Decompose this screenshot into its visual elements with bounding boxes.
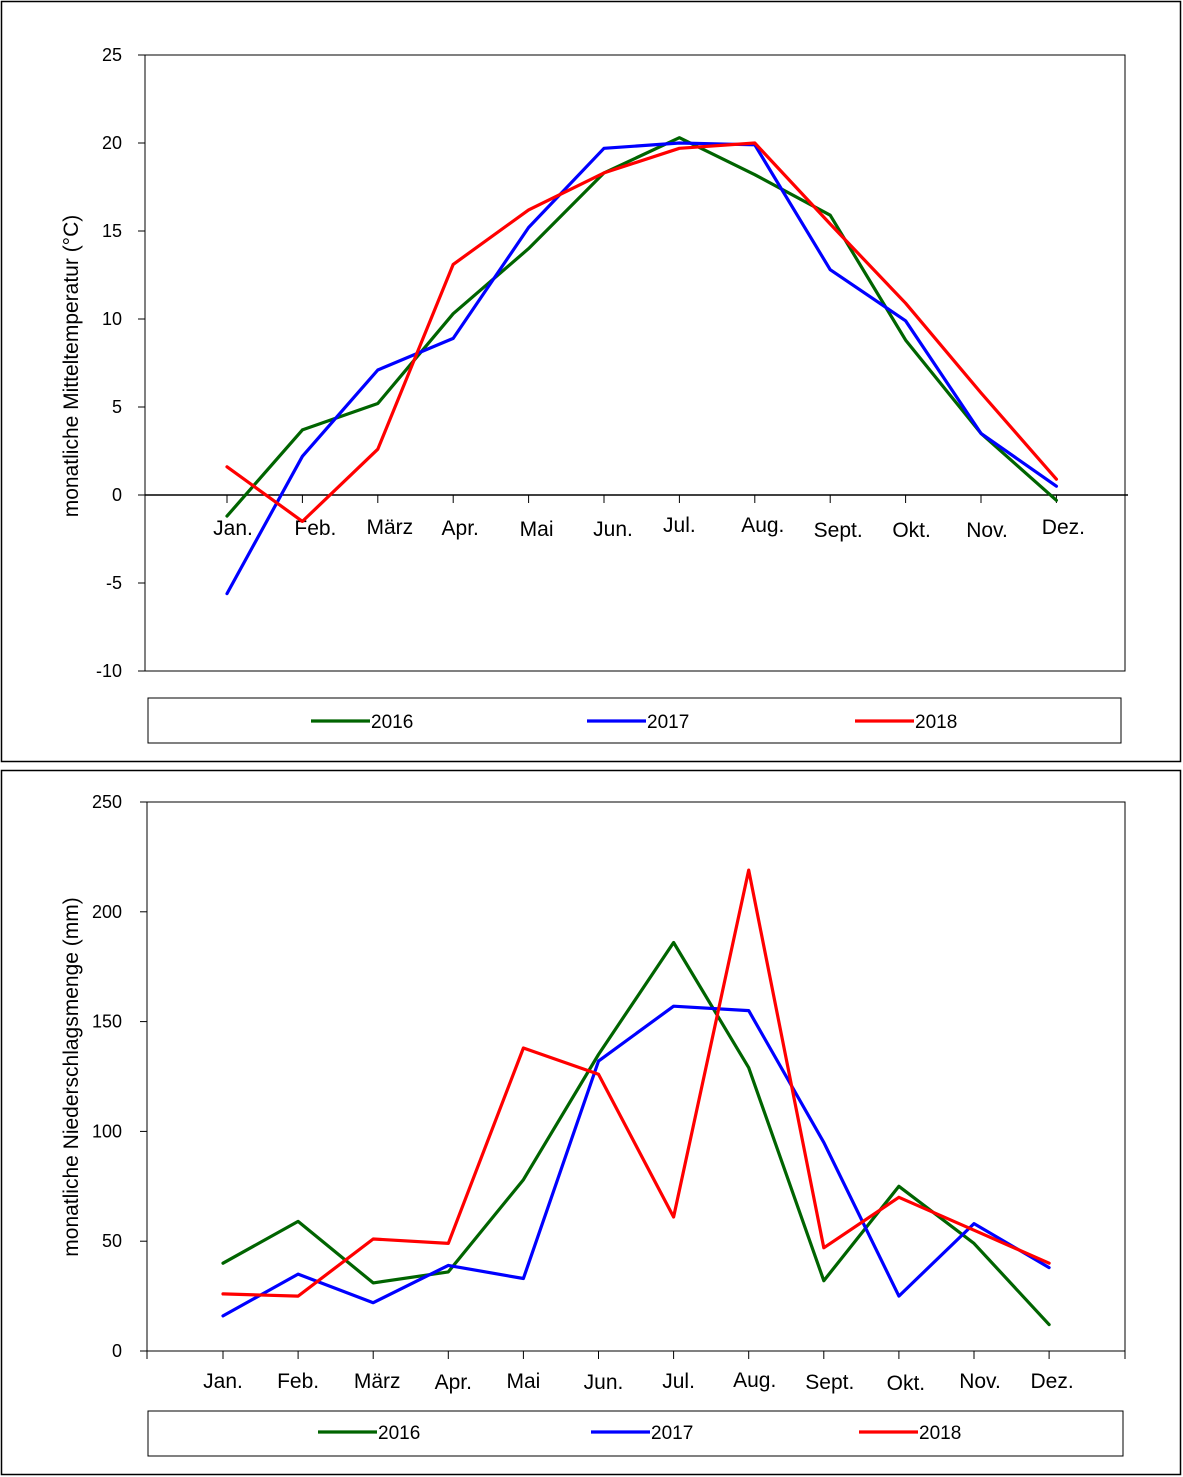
legend-label-2018: 2018: [919, 1423, 961, 1444]
chart-panel-precipitation: [0, 769, 1182, 1476]
legend-box: [147, 1410, 1124, 1457]
x-tick-label: Feb.: [277, 1370, 319, 1393]
y-axis-label: monatliche Niederschlagsmenge (mm): [60, 897, 83, 1256]
y-tick-label: 150: [92, 1012, 122, 1032]
x-tick-label: Jun.: [593, 518, 633, 541]
y-tick-label: 0: [112, 485, 122, 505]
y-tick-label: 100: [92, 1121, 122, 1141]
x-tick-label: Apr.: [442, 517, 479, 540]
legend-label-2016: 2016: [371, 712, 413, 733]
series-line-2018: [221, 868, 1051, 1298]
x-tick-label: Apr.: [435, 1371, 472, 1394]
legend-label-2018: 2018: [915, 712, 957, 733]
y-tick-label: 10: [102, 309, 122, 329]
y-tick-label: 200: [92, 902, 122, 922]
series-line-2016: [225, 136, 1059, 518]
series-line-2017: [225, 141, 1059, 596]
legend-label-2016: 2016: [378, 1423, 420, 1444]
plot-area: [146, 801, 1126, 1352]
x-tick-label: Mai: [520, 518, 554, 541]
legend-label-2017: 2017: [647, 712, 689, 733]
x-tick-label: Aug.: [741, 514, 784, 537]
temperature-chart: 25 20 15 10 5 0 -5 -10 Jan. Feb. März Apr. Mai Jun. J…: [60, 45, 1128, 744]
x-tick-label: Jun.: [584, 1371, 624, 1394]
x-tick-label: Jul.: [663, 514, 696, 537]
y-tick-label: -10: [96, 661, 122, 681]
y-tick-label: 0: [112, 1341, 122, 1361]
legend-box: [147, 697, 1122, 744]
x-tick-label: Jan.: [213, 517, 253, 540]
y-axis-label: monatliche Mitteltemperatur (°C): [60, 215, 83, 518]
x-tick-label: Feb.: [294, 517, 336, 540]
y-tick-label: 250: [92, 792, 122, 812]
x-tick-label: Jan.: [203, 1370, 243, 1393]
series-line-2016: [221, 940, 1051, 1327]
y-tick-label: -5: [106, 573, 122, 593]
precipitation-chart: 250 200 150 100 50 0 Jan. Feb. März Apr. Mai Jun. J…: [60, 792, 1126, 1457]
y-tick-label: 25: [102, 45, 122, 65]
x-tick-label: Okt.: [887, 1372, 926, 1395]
x-tick-label: Okt.: [892, 519, 931, 542]
y-tick-label: 5: [112, 397, 122, 417]
y-tick-label: 50: [102, 1231, 122, 1251]
y-tick-label: 20: [102, 133, 122, 153]
x-tick-label: Sept.: [814, 519, 863, 542]
series-line-2017: [221, 1004, 1051, 1318]
plot-area: [144, 54, 1126, 672]
legend-label-2017: 2017: [651, 1423, 693, 1444]
y-tick-label: 15: [102, 221, 122, 241]
x-tick-label: Nov.: [959, 1370, 1001, 1393]
x-tick-label: Mai: [506, 1370, 540, 1393]
x-tick-label: März: [354, 1370, 401, 1393]
x-tick-label: Jul.: [662, 1370, 695, 1393]
x-tick-label: Nov.: [966, 519, 1008, 542]
x-tick-label: Dez.: [1042, 516, 1085, 539]
chart-panel-temperature: [0, 0, 1182, 763]
x-tick-label: Sept.: [805, 1371, 854, 1394]
x-tick-label: März: [366, 516, 413, 539]
x-tick-label: Aug.: [733, 1369, 776, 1392]
x-tick-label: Dez.: [1031, 1370, 1074, 1393]
series-line-2018: [225, 141, 1059, 524]
